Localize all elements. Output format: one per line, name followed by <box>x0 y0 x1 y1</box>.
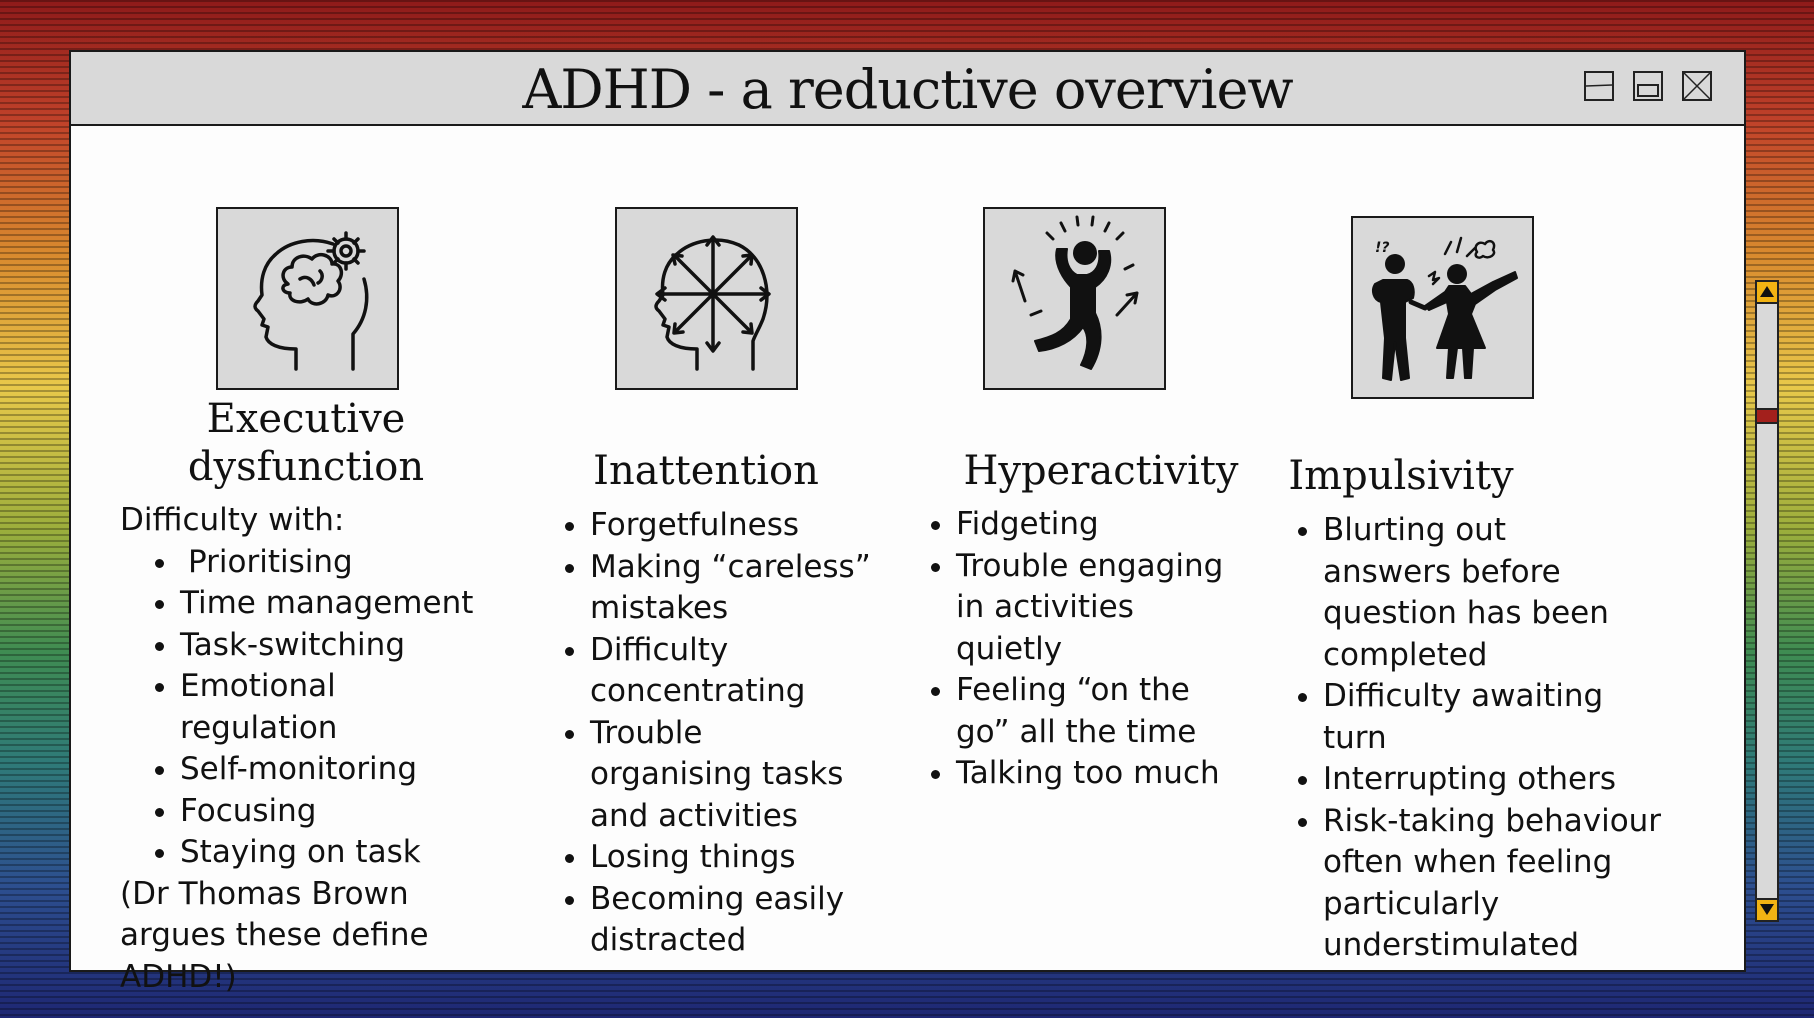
vertical-scrollbar[interactable] <box>1755 280 1779 922</box>
list-item: Talking too much <box>929 753 1259 795</box>
list-item: Making “careless” mistakes <box>563 547 873 630</box>
list-item: Difficulty awaiting turn <box>1296 676 1613 759</box>
list-item: Time management <box>153 583 480 625</box>
list-item: Trouble organising tasks and activities <box>563 713 860 838</box>
title-bar: ADHD - a reductive overview <box>71 52 1744 126</box>
hyperactivity-list: Fidgeting Trouble engaging in activities… <box>929 504 1259 795</box>
impulsivity-icon-box: !? <box>1351 216 1534 399</box>
heading-hyperactivity: Hyperactivity <box>963 448 1239 494</box>
list-item: Emotional regulation <box>153 666 480 749</box>
maximize-button[interactable] <box>1633 71 1663 101</box>
arguing-people-icon: !? <box>1372 236 1518 381</box>
maximize-icon <box>1637 84 1659 97</box>
head-scattered-arrows-icon <box>654 235 771 371</box>
list-item: Fidgeting <box>929 504 1259 546</box>
list-item: Interrupting others <box>1296 759 1656 801</box>
app-window: ADHD - a reductive overview <box>69 50 1779 995</box>
minimize-icon <box>1586 84 1612 87</box>
note-text: (Dr Thomas Brown argues these define ADH… <box>120 875 429 995</box>
minimize-button[interactable] <box>1584 71 1614 101</box>
inattention-icon-box <box>615 207 798 390</box>
list-item: Risk-taking behaviour often when feeling… <box>1296 801 1668 967</box>
list-item: Losing things <box>563 837 873 879</box>
inattention-text: Forgetfulness Making “careless” mistakes… <box>563 505 873 962</box>
svg-text:!?: !? <box>1375 240 1390 256</box>
arrow-down-icon <box>1760 904 1774 915</box>
impulsivity-list: Blurting out answers before question has… <box>1296 510 1661 967</box>
head-gear-brain-icon <box>253 231 369 371</box>
heading-executive-dysfunction: Executive dysfunction <box>187 396 425 490</box>
close-button[interactable] <box>1682 71 1712 101</box>
hyperactivity-icon-box <box>983 207 1166 390</box>
scroll-down-button[interactable] <box>1757 898 1777 920</box>
intro-text: Difficulty with: <box>120 502 345 538</box>
list-item: Difficulty concentrating <box>563 630 805 713</box>
arrow-up-icon <box>1760 286 1774 297</box>
list-item: Task-switching <box>153 625 480 667</box>
close-icon <box>1684 73 1710 99</box>
hyperactivity-text: Fidgeting Trouble engaging in activities… <box>929 504 1259 795</box>
list-item: Focusing <box>153 791 480 833</box>
list-item: Feeling “on the go” all the time <box>929 670 1206 753</box>
inattention-list: Forgetfulness Making “careless” mistakes… <box>563 505 873 962</box>
jumping-person-icon <box>1011 215 1139 370</box>
scroll-thumb[interactable] <box>1757 408 1777 424</box>
executive-dysfunction-text: Difficulty with: Prioritising Time manag… <box>120 500 480 998</box>
executive-dysfunction-icon-box <box>216 207 399 390</box>
list-item: Self-monitoring <box>153 749 480 791</box>
list-item: Staying on task <box>153 832 480 874</box>
window-title: ADHD - a reductive overview <box>522 58 1293 121</box>
list-item: Forgetfulness <box>563 505 873 547</box>
heading-impulsivity: Impulsivity <box>1288 453 1514 499</box>
scroll-up-button[interactable] <box>1757 282 1777 304</box>
list-item: Prioritising <box>153 542 480 584</box>
list-item: Trouble engaging in activities quietly <box>929 546 1246 671</box>
list-item: Becoming easily distracted <box>563 879 860 962</box>
heading-inattention: Inattention <box>593 448 819 494</box>
list-item: Blurting out answers before question has… <box>1296 510 1633 676</box>
executive-dysfunction-list: Prioritising Time management Task-switch… <box>153 542 480 874</box>
impulsivity-text: Blurting out answers before question has… <box>1296 510 1661 967</box>
